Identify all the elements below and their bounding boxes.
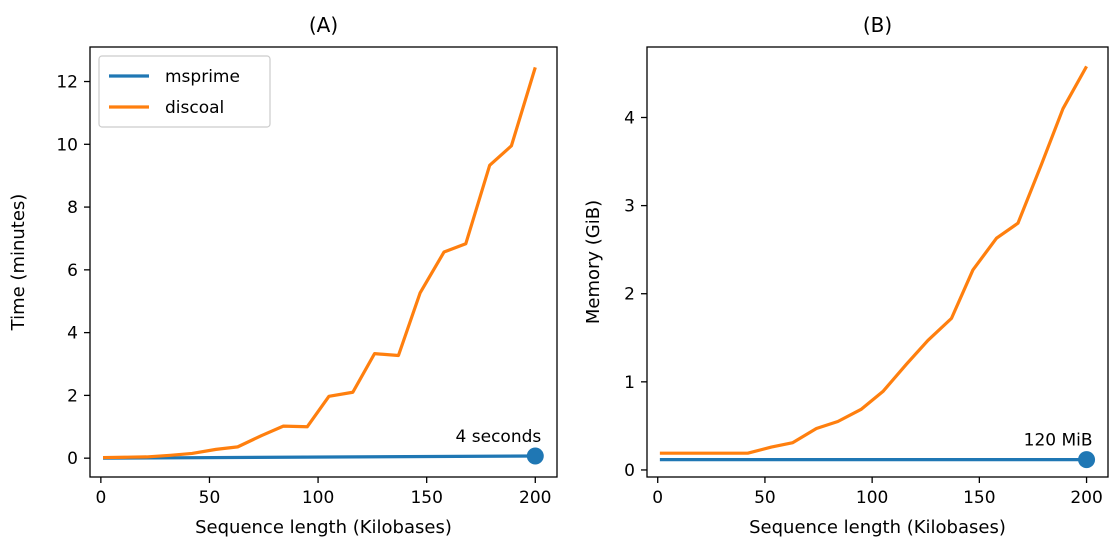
x-tick-label: 50 [199,488,221,508]
y-tick-label: 1 [624,373,635,393]
series-line-msprime [103,454,536,460]
x-tick-label: 200 [519,488,551,508]
y-tick-label: 4 [624,108,635,128]
panel-title: (B) [863,13,892,37]
y-tick-label: 2 [624,285,635,305]
y-tick-label: 0 [67,449,78,469]
y-axis-label: Memory (GiB) [583,200,604,324]
axes-frame [89,46,558,478]
axes-frame [646,46,1109,478]
x-tick-label: 0 [652,488,663,508]
x-tick-label: 150 [963,488,995,508]
legend-box [98,55,271,128]
panel-a: 4 seconds 0 50 100 150 200 0 2 4 6 8 10 12 (A) Sequenc… [8,13,558,538]
x-tick-label: 200 [1070,488,1102,508]
x-tick-label: 0 [95,488,106,508]
y-tick-label: 12 [56,73,78,93]
x-tick-label: 50 [754,488,776,508]
y-tick-label: 2 [67,386,78,406]
y-tick-label: 6 [67,261,78,281]
panel-title: (A) [309,13,338,37]
x-tick-label: 100 [856,488,888,508]
y-axis-label: Time (minutes) [8,194,29,332]
y-tick-label: 3 [624,197,635,217]
x-tick-label: 150 [410,488,442,508]
y-tick-label: 8 [67,198,78,218]
legend-label-msprime: msprime [165,67,240,87]
series-line-discoal [659,65,1088,455]
legend-label-discoal: discoal [165,98,224,118]
y-tick-label: 0 [624,461,635,481]
annotation-label: 120 MiB [1024,431,1093,451]
x-tick-label: 100 [302,488,334,508]
endpoint-marker [526,447,544,465]
annotation-label: 4 seconds [456,427,542,447]
series-line-discoal [103,66,537,460]
y-tick-label: 4 [67,324,78,344]
endpoint-marker [1078,451,1096,469]
x-axis-label: Sequence length (Kilobases) [749,517,1006,538]
x-axis-label: Sequence length (Kilobases) [195,517,452,538]
y-tick-label: 10 [56,135,78,155]
panel-b: 120 MiB 0 50 100 150 200 0 1 2 3 4 (B) Sequence leng… [583,13,1109,538]
